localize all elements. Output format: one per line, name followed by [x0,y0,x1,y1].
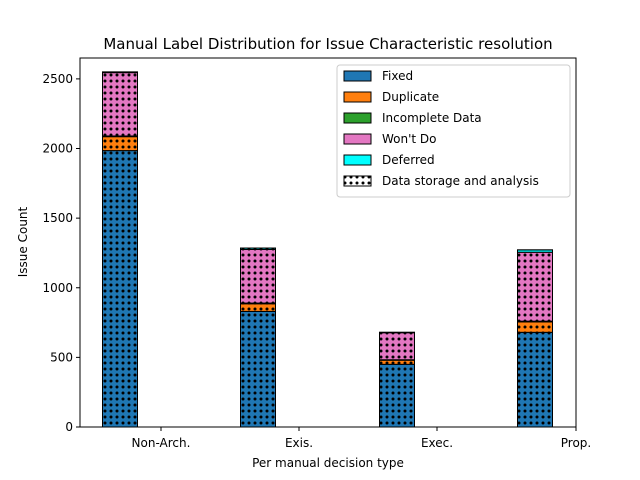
y-axis-label: Issue Count [16,206,30,277]
legend-label: Incomplete Data [382,111,482,125]
y-tick-label: 0 [65,420,73,434]
legend: Fixed Duplicate Incomplete Data Won't Do Def… [336,64,571,198]
x-tick-label: Exec. [421,436,453,450]
bars-layer [102,71,553,428]
x-tick-label: Exis. [285,436,313,450]
y-tick-label: 1500 [42,211,73,225]
bar-hatch-overlay [240,247,276,428]
bar-hatch-overlay [102,71,138,428]
axes-layer: 0 500 1000 1500 2000 2500 Non-Arch. Exis. Exec. P… [42,72,591,450]
legend-swatch [343,112,372,124]
legend-box [336,64,571,198]
legend-label: Deferred [382,153,435,167]
x-axis-label: Per manual decision type [252,456,404,470]
y-tick-label: 500 [50,350,73,364]
legend-swatch [343,175,372,187]
legend-label: Data storage and analysis [382,174,539,188]
bar-hatch-overlay [379,331,415,428]
plot-frame [79,57,577,428]
legend-swatch [343,154,372,166]
legend-swatch [343,91,372,103]
x-tick-label: Prop. [561,436,591,450]
chart-title: Manual Label Distribution for Issue Char… [103,35,552,53]
y-tick-label: 2500 [42,72,73,86]
x-tick-label: Non-Arch. [132,436,191,450]
legend-swatch [343,133,372,145]
legend-label: Fixed [382,69,413,83]
y-tick-label: 1000 [42,281,73,295]
bar-hatch-overlay [517,249,553,428]
legend-label: Won't Do [382,132,437,146]
y-tick-label: 2000 [42,142,73,156]
legend-label: Duplicate [382,90,439,104]
legend-swatch [343,70,372,82]
